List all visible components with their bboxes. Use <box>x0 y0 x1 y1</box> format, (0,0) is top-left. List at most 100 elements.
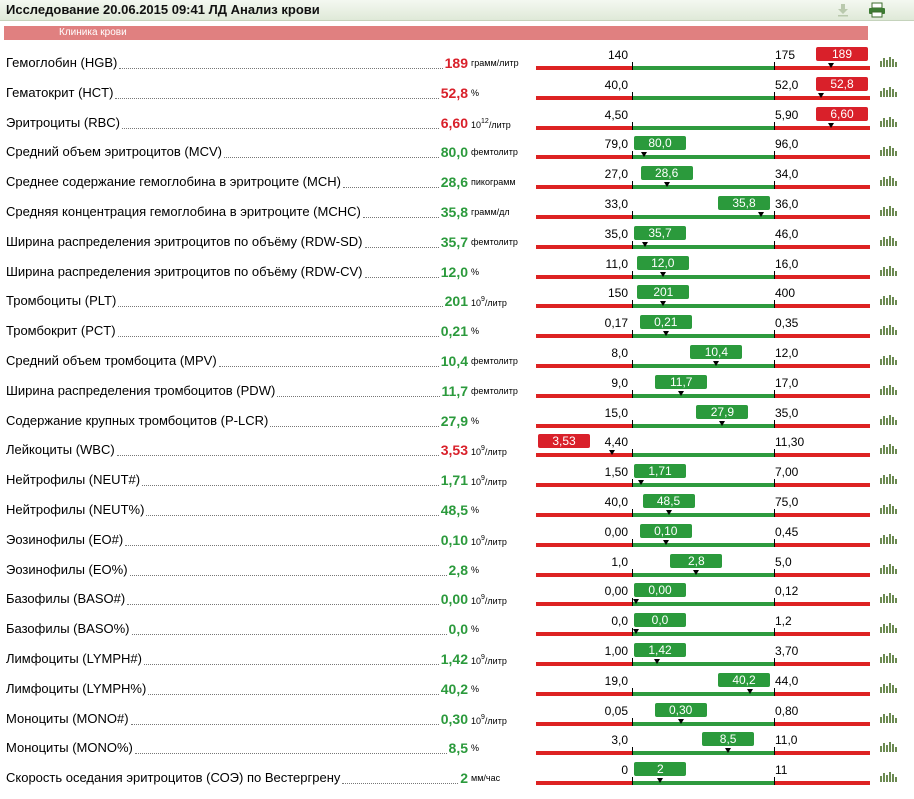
history-chart-icon[interactable] <box>880 474 898 485</box>
value-pointer <box>653 659 660 664</box>
history-chart-icon[interactable] <box>880 355 898 365</box>
history-chart-icon[interactable] <box>880 176 898 187</box>
reference-low: 0,0 <box>611 614 628 629</box>
history-chart-icon[interactable] <box>880 206 898 216</box>
high-limit-tick <box>774 181 775 190</box>
value-pointer <box>719 420 726 426</box>
result-unit: % <box>471 267 479 277</box>
reference-range-bar <box>536 240 870 249</box>
reference-high: 34,0 <box>775 167 799 182</box>
reference-low: 150 <box>607 286 628 301</box>
reference-low: 9,0 <box>611 375 628 390</box>
normal-range-segment <box>632 364 774 368</box>
high-limit-tick <box>774 300 775 309</box>
normal-range-segment <box>632 393 774 398</box>
history-chart-icon[interactable] <box>880 593 898 604</box>
dotted-leader <box>365 276 439 278</box>
above-range-segment <box>774 185 870 190</box>
history-chart-icon[interactable] <box>880 86 898 97</box>
history-chart-icon[interactable] <box>880 265 898 276</box>
test-name: Тромбоциты (PLT) <box>6 293 117 309</box>
value-pointer <box>663 182 670 188</box>
result-unit: 109/литр <box>471 296 507 308</box>
history-chart-icon[interactable] <box>880 504 898 514</box>
reference-low: 0,00 <box>604 584 628 599</box>
dotted-leader <box>277 395 440 397</box>
reference-range-bar <box>536 777 870 786</box>
reference-low: 0 <box>621 763 628 778</box>
history-chart-icon[interactable] <box>880 146 898 157</box>
test-name: Средняя концентрация гемоглобина в эритр… <box>6 204 361 219</box>
low-limit-tick <box>632 419 633 428</box>
unit-base: 10 <box>471 656 482 666</box>
result-value: 28,6 <box>440 174 468 191</box>
below-range-segment <box>536 751 632 756</box>
value-pointer <box>677 718 684 724</box>
below-range-segment <box>536 364 632 368</box>
reference-low: 0,17 <box>604 316 628 331</box>
history-chart-icon[interactable] <box>880 712 898 723</box>
history-chart-icon[interactable] <box>880 295 898 306</box>
result-row: Средний объем эритроцитов (MCV) 80,0 фемто… <box>0 131 914 161</box>
below-range-segment <box>536 334 632 339</box>
unit-exponent: 9 <box>481 594 485 602</box>
low-limit-tick <box>632 389 633 398</box>
high-limit-tick <box>774 91 775 100</box>
test-name: Средний объем тромбоцита (MPV) <box>6 353 217 368</box>
above-range-segment <box>774 483 870 488</box>
result-unit: фемтолитр <box>471 237 518 247</box>
result-unit: фемтолитр <box>471 356 518 366</box>
value-pointer <box>641 241 648 247</box>
result-value: 189 <box>444 55 468 71</box>
download-icon[interactable] <box>834 1 852 19</box>
history-chart-icon[interactable] <box>880 414 898 425</box>
history-chart-icon[interactable] <box>880 325 898 336</box>
history-chart-icon[interactable] <box>880 563 898 574</box>
unit-base: 10 <box>471 447 482 458</box>
history-chart-icon[interactable] <box>880 653 898 663</box>
result-row: Эозинофилы (EO#) 0,10 109/литр 0,00 0,45 0,10 <box>0 519 914 549</box>
history-chart-icon[interactable] <box>880 623 898 634</box>
value-badge: 35,7 <box>634 225 686 240</box>
below-range-segment <box>536 721 632 726</box>
high-limit-tick <box>774 330 775 339</box>
below-range-segment <box>536 304 632 309</box>
test-name: Гематокрит (HCT) <box>6 84 114 100</box>
value-badge: 189 <box>816 47 868 61</box>
test-name: Гемоглобин (HGB) <box>6 55 118 70</box>
reference-high: 3,70 <box>775 644 799 658</box>
reference-high: 36,0 <box>775 197 799 211</box>
history-chart-icon[interactable] <box>880 772 898 783</box>
low-limit-tick <box>632 479 633 488</box>
print-icon[interactable] <box>868 1 886 19</box>
result-value: 80,0 <box>440 144 468 161</box>
result-row: Лимфоциты (LYMPH#) 1,42 109/литр 1,00 3,70 1,… <box>0 638 914 668</box>
history-chart-icon[interactable] <box>880 235 898 246</box>
value-pointer <box>828 122 834 128</box>
normal-range-segment <box>632 95 774 100</box>
high-limit-tick <box>774 509 775 517</box>
reference-range-bar <box>536 628 870 637</box>
history-chart-icon[interactable] <box>880 682 898 693</box>
below-range-segment <box>536 125 632 130</box>
history-chart-icon[interactable] <box>880 384 898 395</box>
reference-high: 44,0 <box>775 673 799 688</box>
normal-range-segment <box>632 572 774 577</box>
dotted-leader <box>224 157 439 159</box>
history-chart-icon[interactable] <box>880 444 898 455</box>
normal-range-segment <box>632 125 774 130</box>
history-chart-icon[interactable] <box>880 57 898 67</box>
normal-range-segment <box>632 453 774 458</box>
history-chart-icon[interactable] <box>880 742 898 753</box>
unit-suffix: /литр <box>484 298 507 309</box>
reference-low: 8,0 <box>611 346 628 360</box>
result-row: Гемоглобин (HGB) 189 грамм/литр 140 175 189 <box>0 42 914 72</box>
dotted-leader <box>148 693 439 695</box>
result-unit: 1012/литр <box>471 118 511 130</box>
history-chart-icon[interactable] <box>880 116 898 127</box>
history-chart-icon[interactable] <box>880 533 898 544</box>
low-limit-tick <box>632 151 633 160</box>
unit-base: % <box>471 683 480 694</box>
high-limit-tick <box>774 62 775 70</box>
result-value: 12,0 <box>440 263 468 280</box>
